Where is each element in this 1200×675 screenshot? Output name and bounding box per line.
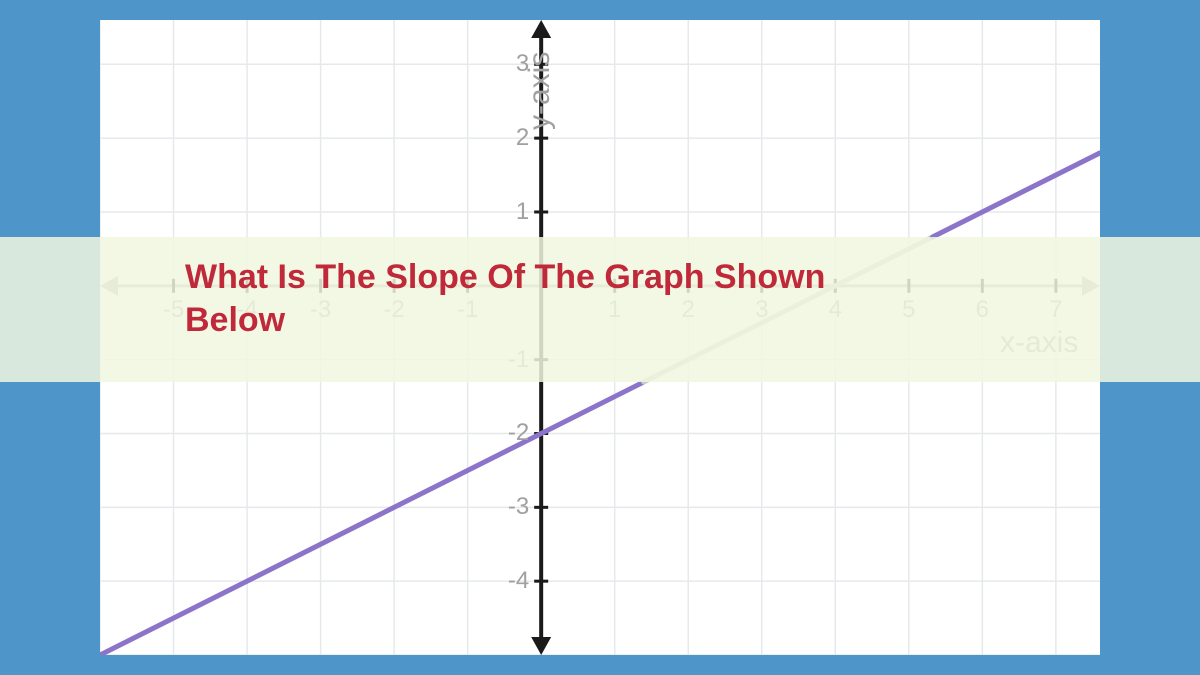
y-tick-label: -2 — [489, 419, 529, 447]
y-tick-label: 2 — [489, 124, 529, 152]
y-tick-label: 3 — [489, 50, 529, 78]
question-text: What Is The Slope Of The Graph Shown Bel… — [185, 256, 925, 341]
figure-root: y-axis x-axis -5-4-3-2-11234567-4-3-2-11… — [0, 0, 1200, 675]
y-tick-label: -4 — [489, 567, 529, 595]
y-tick-label: -3 — [489, 493, 529, 521]
y-tick-label: 1 — [489, 198, 529, 226]
